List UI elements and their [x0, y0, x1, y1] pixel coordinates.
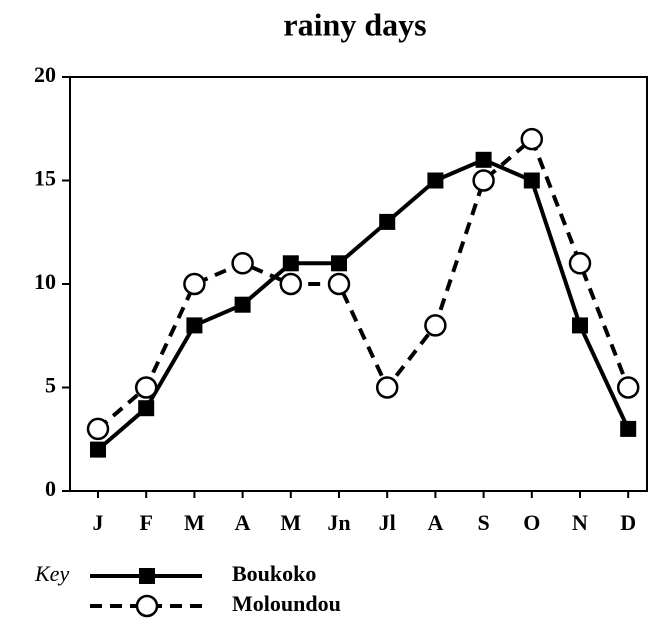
marker [379, 213, 396, 230]
y-tick-label: 10 [34, 269, 56, 294]
x-tick-label: D [620, 510, 636, 535]
marker [472, 169, 495, 192]
marker [186, 317, 203, 334]
marker [475, 151, 492, 168]
y-tick-label: 0 [45, 476, 56, 501]
marker [135, 594, 159, 618]
marker [234, 296, 251, 313]
x-tick-label: M [184, 510, 205, 535]
marker [86, 417, 110, 441]
marker [572, 317, 588, 334]
y-tick-label: 5 [45, 373, 56, 398]
plot-frame [69, 76, 648, 492]
marker [568, 252, 592, 275]
x-tick-label: M [280, 510, 301, 535]
marker [375, 376, 399, 399]
marker [90, 441, 106, 458]
x-tick-label: A [427, 510, 443, 535]
x-tick-label: N [572, 510, 588, 535]
legend-label: Boukoko [232, 561, 316, 586]
legend-title: Key [34, 561, 69, 586]
series-line [96, 157, 631, 452]
y-tick-label: 20 [34, 62, 56, 87]
marker [279, 272, 303, 296]
marker [327, 272, 351, 296]
marker [231, 252, 254, 275]
x-tick-label: O [523, 510, 540, 535]
series-line [96, 135, 631, 431]
marker [427, 172, 444, 189]
marker [138, 400, 155, 417]
marker [424, 314, 447, 337]
marker [183, 272, 206, 296]
marker [520, 127, 544, 151]
x-tick-label: S [477, 510, 489, 535]
chart-title: rainy days [283, 6, 426, 42]
marker [620, 420, 637, 437]
x-tick-label: J [93, 510, 104, 535]
marker [523, 172, 540, 189]
x-tick-label: Jl [379, 510, 396, 535]
marker [139, 568, 155, 584]
marker [282, 255, 299, 272]
marker [616, 376, 640, 399]
marker [331, 255, 347, 272]
legend-label: Moloundou [232, 591, 341, 616]
y-tick-label: 15 [34, 166, 56, 191]
marker [134, 376, 158, 399]
x-tick-label: F [139, 510, 152, 535]
x-tick-label: A [235, 510, 251, 535]
x-tick-label: Jn [327, 510, 350, 535]
